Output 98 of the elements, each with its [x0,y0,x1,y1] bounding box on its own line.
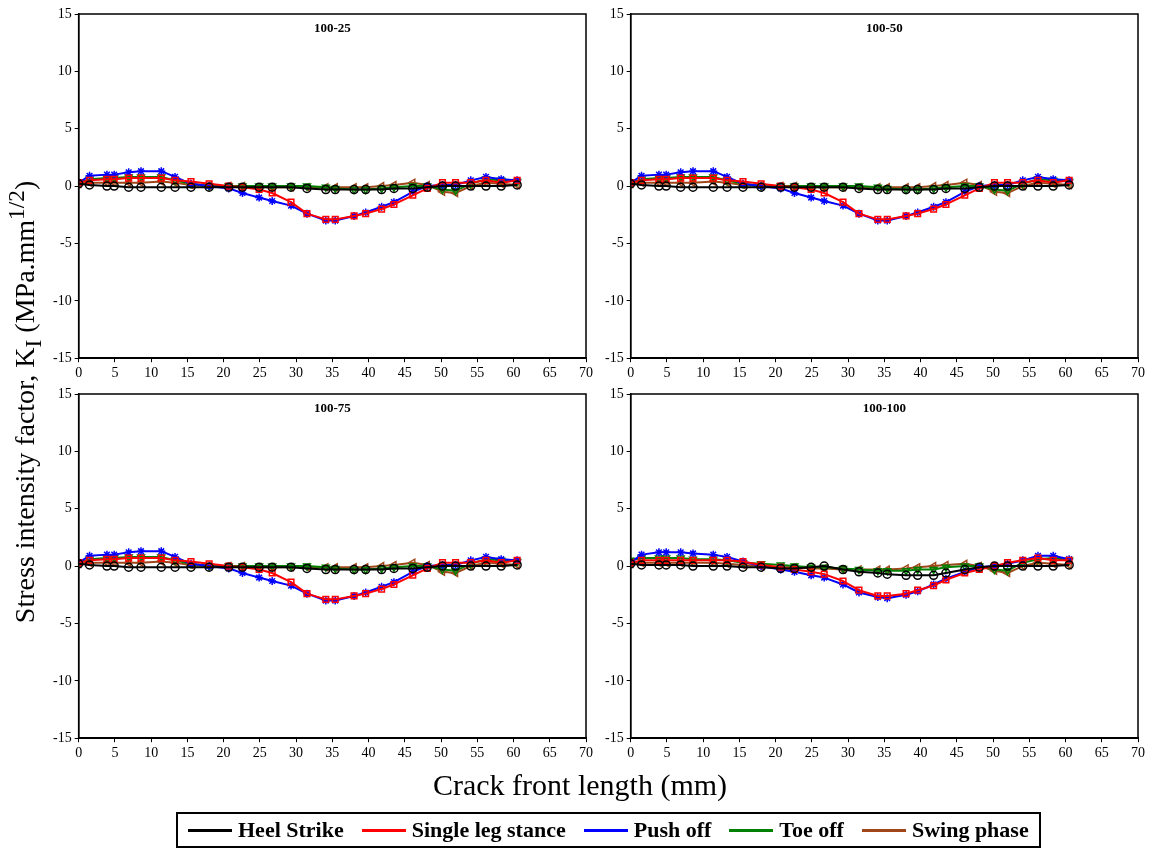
y-tick-label: 0 [616,177,624,193]
x-tick-label: 20 [768,745,783,761]
x-tick-label: 15 [732,365,747,381]
x-tick-label: 30 [841,365,856,381]
x-tick-label: 35 [325,745,340,761]
chart-title: 100-75 [313,399,352,415]
legend-label: Heel Strike [238,817,344,843]
x-tick-label: 15 [180,365,195,381]
y-tick-label: -5 [59,235,72,251]
x-tick-label: 45 [397,745,412,761]
x-tick-label: 25 [252,365,267,381]
x-tick-label: 35 [877,365,892,381]
x-tick-label: 65 [542,745,557,761]
x-tick-label: 5 [111,365,119,381]
y-tick-label: 0 [616,557,624,573]
y-tick-label: -15 [52,729,72,745]
y-tick-label: 10 [57,443,72,459]
x-tick-label: 5 [111,745,119,761]
chart-title: 100-50 [865,19,903,35]
y-tick-label: -5 [611,615,624,631]
x-tick-label: 50 [986,745,1001,761]
x-tick-label: 0 [627,365,635,381]
x-tick-label: 20 [216,745,231,761]
x-tick-label: 35 [325,365,340,381]
y-tick-label: -10 [52,672,72,688]
x-tick-label: 70 [579,745,593,761]
x-tick-label: 10 [144,745,159,761]
x-tick-label: 65 [542,365,557,381]
x-tick-label: 30 [841,745,856,761]
y-tick-label: 15 [609,5,624,21]
x-tick-label: 25 [804,745,819,761]
x-tick-label: 10 [696,365,711,381]
x-tick-label: 0 [75,365,83,381]
x-tick-label: 55 [470,365,485,381]
x-tick-label: 50 [434,745,449,761]
y-tick-label: -5 [59,615,72,631]
x-tick-label: 0 [75,745,83,761]
y-tick-label: 10 [609,63,624,79]
chart-title: 100-100 [862,399,906,415]
x-tick-label: 55 [1022,365,1037,381]
x-tick-label: 25 [252,745,267,761]
y-tick-label: 5 [64,120,72,136]
y-tick-label: 5 [64,500,72,516]
y-tick-label: 5 [616,500,624,516]
x-tick-label: 40 [913,745,928,761]
y-tick-label: 15 [57,5,72,21]
x-tick-label: 25 [804,365,819,381]
x-tick-label: 0 [627,745,635,761]
x-tick-label: 15 [180,745,195,761]
y-tick-label: -10 [604,292,624,308]
y-tick-label: 5 [616,120,624,136]
x-tick-label: 10 [144,365,159,381]
y-tick-label: 0 [64,557,72,573]
legend-label: Swing phase [911,817,1029,843]
x-tick-label: 60 [506,365,521,381]
x-tick-label: 70 [579,365,593,381]
y-tick-label: -5 [611,235,624,251]
y-tick-label: -15 [604,349,624,365]
x-tick-label: 35 [877,745,892,761]
y-tick-label: -15 [52,349,72,365]
legend-label: Single leg stance [411,817,566,843]
legend-label: Push off [633,817,712,843]
x-axis-title: Crack front length (mm) [431,768,729,802]
x-tick-label: 65 [1094,745,1109,761]
y-tick-label: 10 [609,443,624,459]
x-tick-label: 50 [434,365,449,381]
y-tick-label: 15 [57,385,72,401]
x-tick-label: 70 [1131,365,1145,381]
x-tick-label: 65 [1094,365,1109,381]
x-tick-label: 40 [913,365,928,381]
x-tick-label: 30 [289,365,304,381]
x-tick-label: 60 [1058,745,1073,761]
x-tick-label: 45 [949,745,964,761]
x-tick-label: 45 [397,365,412,381]
x-tick-label: 50 [986,365,1001,381]
y-tick-label: -10 [52,292,72,308]
x-tick-label: 20 [768,365,783,381]
legend-label: Toe off [779,817,844,843]
x-tick-label: 10 [696,745,711,761]
chart-title: 100-25 [313,19,352,35]
x-tick-label: 30 [289,745,304,761]
x-tick-label: 55 [470,745,485,761]
y-tick-label: 15 [609,385,624,401]
x-tick-label: 5 [663,365,671,381]
x-tick-label: 15 [732,745,747,761]
x-tick-label: 20 [216,365,231,381]
x-tick-label: 45 [949,365,964,381]
x-tick-label: 5 [663,745,671,761]
y-tick-label: 0 [64,177,72,193]
y-tick-label: -15 [604,729,624,745]
y-tick-label: -10 [604,672,624,688]
x-tick-label: 55 [1022,745,1037,761]
x-tick-label: 40 [361,745,376,761]
y-tick-label: 10 [57,63,72,79]
x-tick-label: 40 [361,365,376,381]
x-tick-label: 60 [506,745,521,761]
x-tick-label: 70 [1131,745,1145,761]
x-tick-label: 60 [1058,365,1073,381]
